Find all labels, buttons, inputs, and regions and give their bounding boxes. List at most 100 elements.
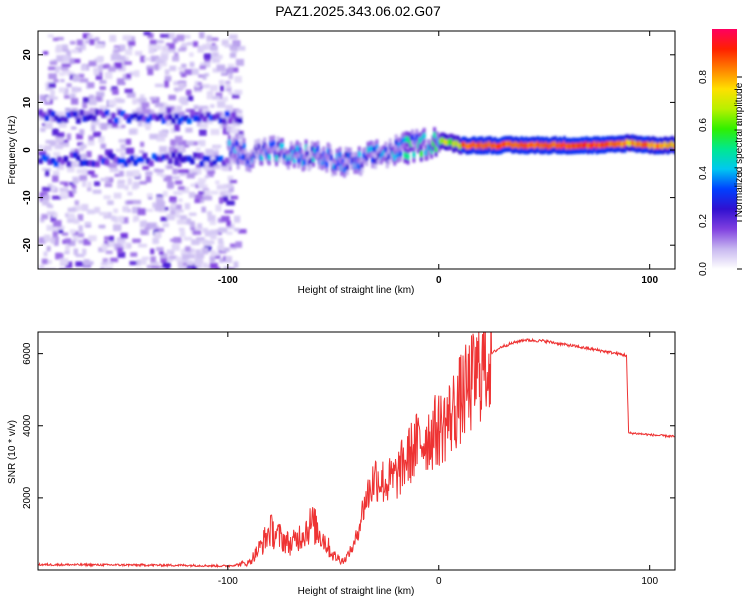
spectrogram-band-cell	[85, 114, 91, 121]
spectrogram-band-cell	[180, 156, 186, 163]
spectrogram-ytick-label: -10	[22, 190, 33, 205]
spectrogram-noise-cell	[57, 37, 64, 41]
spectrogram-band-cell	[60, 158, 66, 165]
spectrogram-noise-cell	[222, 96, 228, 102]
spectrogram-noise-cell	[156, 39, 164, 44]
spectrogram-noise-cell	[78, 239, 87, 244]
spectrogram-noise-cell	[200, 62, 207, 67]
spectrogram-noise-cell	[61, 63, 71, 68]
spectrogram-noise-cell	[202, 44, 209, 51]
spectrogram-noise-cell	[148, 48, 155, 54]
spectrogram-noise-cell	[82, 180, 87, 187]
spectrogram-noise-cell	[202, 227, 209, 233]
spectrogram-noise-cell	[221, 165, 230, 171]
spectrogram-noise-cell	[230, 125, 236, 133]
spectrogram-ridge-cell	[280, 142, 284, 149]
spectrogram-noise-cell	[82, 153, 87, 160]
spectrogram-noise-cell	[210, 84, 218, 92]
spectrogram-band-cell	[72, 111, 78, 118]
spectrogram-noise-cell	[134, 70, 140, 77]
spectrogram-noise-cell	[64, 238, 72, 244]
spectrogram-noise-cell	[155, 169, 164, 173]
spectrogram-noise-cell	[50, 185, 56, 192]
spectrogram-band-cell	[117, 157, 123, 164]
spectrogram-noise-cell	[73, 163, 82, 167]
spectrogram-noise-cell	[68, 240, 76, 247]
spectrogram-band-cell	[136, 115, 142, 122]
spectrogram-noise-cell	[228, 72, 233, 80]
spectrogram-noise-cell	[218, 227, 228, 233]
spectrogram-noise-cell	[59, 192, 69, 198]
spectrogram-noise-cell	[221, 67, 227, 75]
spectrogram-band-cell	[98, 109, 104, 116]
spectrogram-noise-cell	[206, 264, 213, 269]
spectrogram-noise-cell	[38, 264, 45, 269]
spectrogram-noise-cell	[73, 248, 78, 256]
spectrogram-noise-cell	[127, 243, 132, 248]
spectrogram-noise-cell	[177, 162, 182, 168]
spectrogram-noise-cell	[222, 121, 228, 128]
spectrogram-noise-cell	[46, 81, 54, 85]
spectrogram-noise-cell	[108, 240, 116, 248]
spectrogram-noise-cell	[159, 267, 165, 269]
spectrogram-ridge-cell	[419, 150, 423, 157]
spectrogram-noise-cell	[223, 266, 231, 269]
spectrogram-band-cell	[136, 156, 142, 163]
spectrogram-noise-cell	[105, 266, 113, 269]
spectrogram-noise-cell	[116, 78, 124, 85]
spectrogram-noise-cell	[158, 251, 164, 255]
spectrogram-noise-cell	[118, 55, 126, 62]
spectrogram-band-cell	[44, 115, 50, 122]
spectrogram-noise-cell	[108, 66, 116, 72]
spectrogram-noise-cell	[181, 73, 187, 78]
spectrogram-noise-cell	[232, 41, 240, 46]
spectrogram-noise-cell	[98, 247, 105, 253]
spectrogram-noise-cell	[176, 219, 184, 224]
spectrogram-noise-cell	[45, 170, 50, 177]
spectrogram-noise-cell	[62, 70, 71, 75]
spectrogram-band-cell	[196, 152, 202, 159]
spectrogram-band-cell	[69, 110, 75, 117]
spectrogram-band-cell	[208, 114, 214, 121]
spectrogram-noise-cell	[52, 195, 62, 200]
spectrogram-band-cell	[177, 118, 183, 125]
spectrogram-band-cell	[56, 156, 62, 163]
spectrogram-noise-cell	[86, 151, 92, 158]
spectrogram-noise-cell	[77, 142, 84, 146]
spectrogram-noise-cell	[189, 212, 197, 216]
spectrogram-noise-cell	[136, 108, 143, 112]
spectrogram-noise-cell	[222, 127, 230, 135]
spectrogram-noise-cell	[199, 239, 208, 243]
spectrogram-noise-cell	[180, 249, 189, 256]
spectrogram-noise-cell	[154, 83, 164, 88]
spectrogram-noise-cell	[104, 123, 113, 129]
spectrogram-noise-cell	[179, 71, 185, 76]
spectrogram-noise-cell	[87, 261, 94, 265]
spectrogram-noise-cell	[178, 227, 185, 232]
spectrogram-band-cell	[234, 116, 240, 123]
spectrogram-noise-cell	[46, 225, 55, 231]
spectrogram-noise-cell	[229, 45, 238, 51]
spectrogram-noise-cell	[141, 105, 147, 112]
spectrogram-noise-cell	[205, 118, 213, 125]
spectrogram-noise-cell	[188, 253, 196, 259]
spectrogram-band-cell	[91, 115, 97, 122]
spectrogram-noise-cell	[206, 240, 215, 245]
spectrogram-noise-cell	[198, 109, 203, 114]
spectrogram-band-cell	[227, 117, 233, 124]
spectrogram-noise-cell	[113, 224, 122, 232]
spectrogram-band-cell	[66, 111, 72, 118]
spectrogram-noise-cell	[212, 96, 221, 100]
spectrogram-band-cell	[44, 155, 50, 162]
spectrogram-band-cell	[205, 111, 211, 118]
spectrogram-noise-cell	[152, 44, 162, 51]
spectrogram-noise-cell	[188, 248, 195, 253]
spectrogram-noise-cell	[43, 234, 51, 242]
spectrogram-noise-cell	[108, 164, 117, 169]
spectrogram-noise-cell	[177, 169, 187, 174]
spectrogram-ridge-cell	[334, 164, 338, 171]
spectrogram-noise-cell	[223, 115, 230, 121]
spectrogram-ridge-cell	[227, 139, 231, 146]
spectrogram-noise-cell	[201, 206, 206, 213]
spectrogram-ridge-cell	[410, 134, 414, 141]
